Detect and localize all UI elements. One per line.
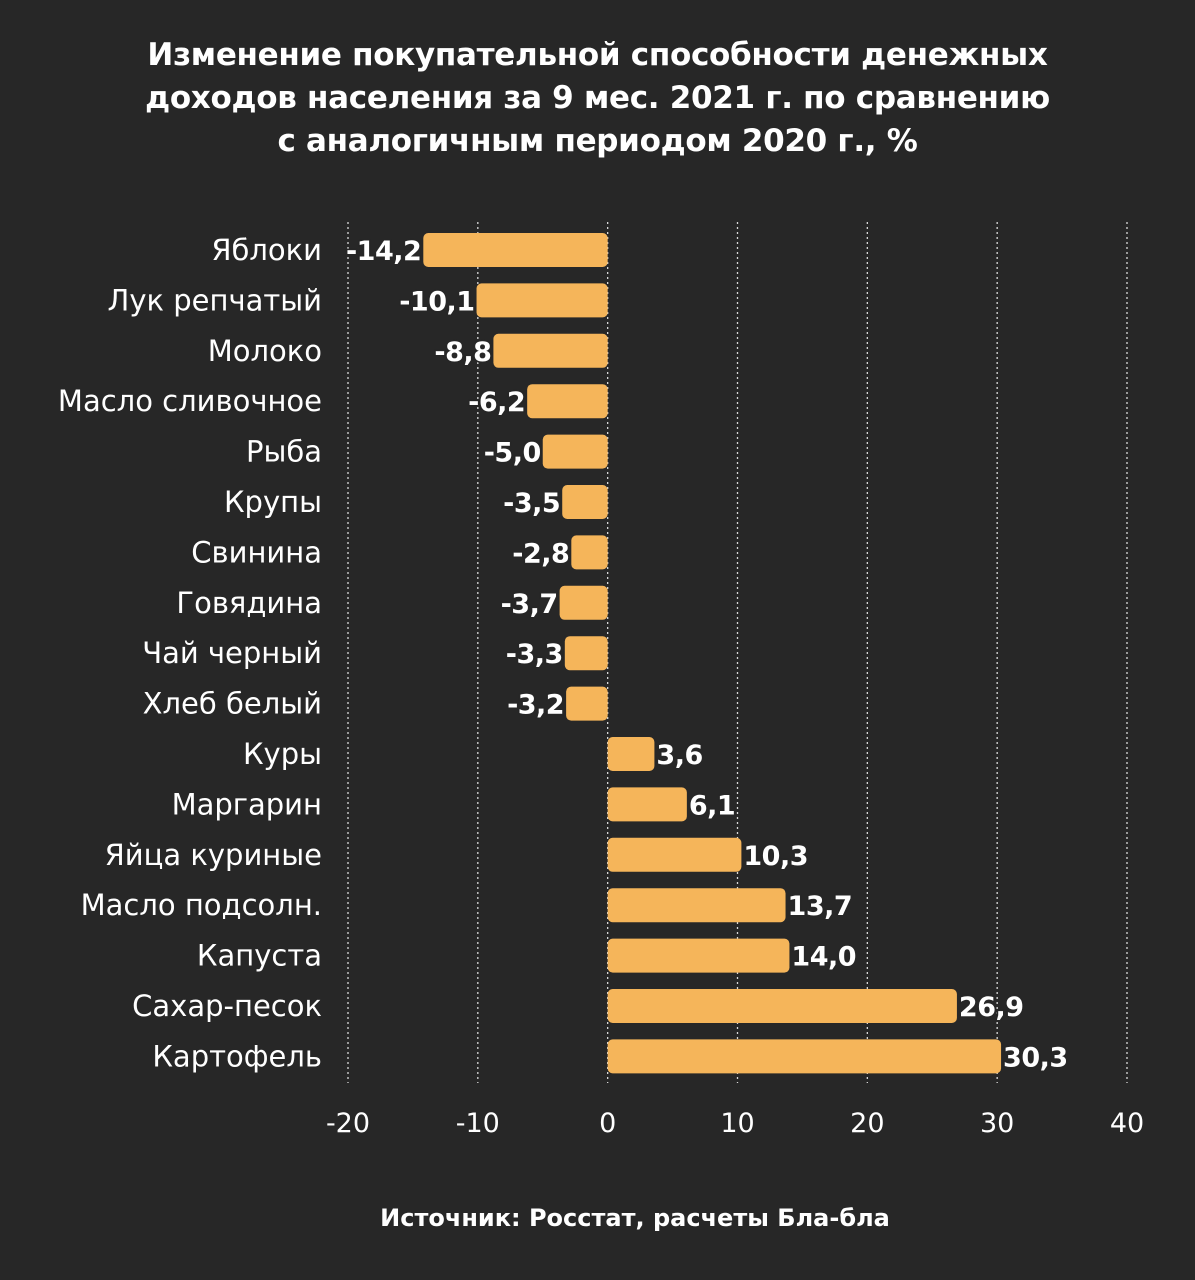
value-label: -3,2 — [507, 690, 564, 721]
bar — [476, 283, 608, 318]
value-label: -5,0 — [484, 438, 541, 469]
bar — [559, 585, 608, 620]
category-label: Молоко — [208, 334, 322, 368]
category-label: Свинина — [191, 535, 322, 569]
category-label: Яйца куриные — [105, 838, 322, 872]
x-tick-label: 40 — [1110, 1108, 1144, 1139]
bar — [607, 888, 786, 923]
bar — [607, 989, 957, 1023]
bar — [607, 737, 655, 771]
category-label: Куры — [243, 737, 322, 771]
category-label: Масло сливочное — [58, 384, 322, 418]
category-label: Масло подсолн. — [81, 888, 322, 922]
title-line-3: с аналогичным периодом 2020 г., % — [277, 123, 918, 159]
title-line-1: Изменение покупательной способности дене… — [147, 37, 1048, 73]
bar — [564, 636, 608, 671]
category-label: Маргарин — [172, 787, 322, 821]
title-line-2: доходов населения за 9 мес. 2021 г. по с… — [145, 80, 1050, 116]
bar — [566, 686, 608, 721]
bars — [423, 233, 1002, 1074]
value-label: 26,9 — [959, 992, 1024, 1023]
x-tick-label: -10 — [456, 1108, 500, 1139]
bar — [607, 787, 687, 822]
category-label: Говядина — [176, 586, 322, 620]
category-label: Картофель — [152, 1039, 322, 1073]
category-label: Капуста — [197, 939, 322, 973]
bar — [607, 1039, 1002, 1074]
value-label: -2,8 — [512, 538, 569, 569]
x-tick-label: 20 — [850, 1108, 884, 1139]
value-label: -3,5 — [503, 488, 560, 519]
category-label: Хлеб белый — [143, 687, 322, 721]
value-label: 13,7 — [788, 891, 853, 922]
bar — [423, 233, 608, 267]
x-tick-label: -20 — [326, 1108, 370, 1139]
bar — [542, 434, 608, 469]
bar — [493, 333, 608, 368]
value-label: -14,2 — [346, 236, 421, 267]
category-label: Чай черный — [142, 636, 322, 670]
chart-title: Изменение покупательной способности дене… — [0, 34, 1195, 163]
category-labels: Яблоки Лук репчатый Молоко Масло сливочное Р… — [58, 233, 322, 1073]
value-labels: -14,2 -10,1 -8,8 -6,2 -5,0 -3,5 -2,8 -3,7 -3,3 -3… — [344, 235, 1069, 1075]
category-label: Рыба — [246, 435, 322, 469]
category-label: Сахар-песок — [132, 989, 322, 1023]
value-label: -6,2 — [468, 387, 525, 418]
category-label: Крупы — [224, 485, 322, 519]
value-label: 3,6 — [656, 740, 702, 771]
bar — [571, 535, 608, 570]
x-tick-label: 0 — [599, 1108, 616, 1139]
value-label: -8,8 — [434, 337, 491, 368]
bar — [562, 485, 608, 519]
bar — [607, 837, 742, 872]
category-label: Яблоки — [211, 233, 322, 267]
x-axis-ticks: -20 -10 0 10 20 30 40 — [326, 1108, 1144, 1139]
grid-lines — [347, 222, 1128, 1083]
x-tick-label: 30 — [980, 1108, 1014, 1139]
source-note: Источник: Росстат, расчеты Бла-бла — [380, 1204, 890, 1232]
bar — [607, 938, 790, 973]
value-label: 14,0 — [791, 942, 856, 973]
bar — [527, 384, 608, 419]
value-label: -3,7 — [501, 589, 558, 620]
category-label: Лук репчатый — [108, 283, 322, 317]
value-label: 6,1 — [689, 790, 735, 821]
value-label: 30,3 — [1003, 1042, 1068, 1073]
value-label: -3,3 — [506, 639, 563, 670]
value-label: 10,3 — [743, 841, 808, 872]
x-tick-label: 10 — [720, 1108, 754, 1139]
value-label: -10,1 — [399, 286, 474, 317]
